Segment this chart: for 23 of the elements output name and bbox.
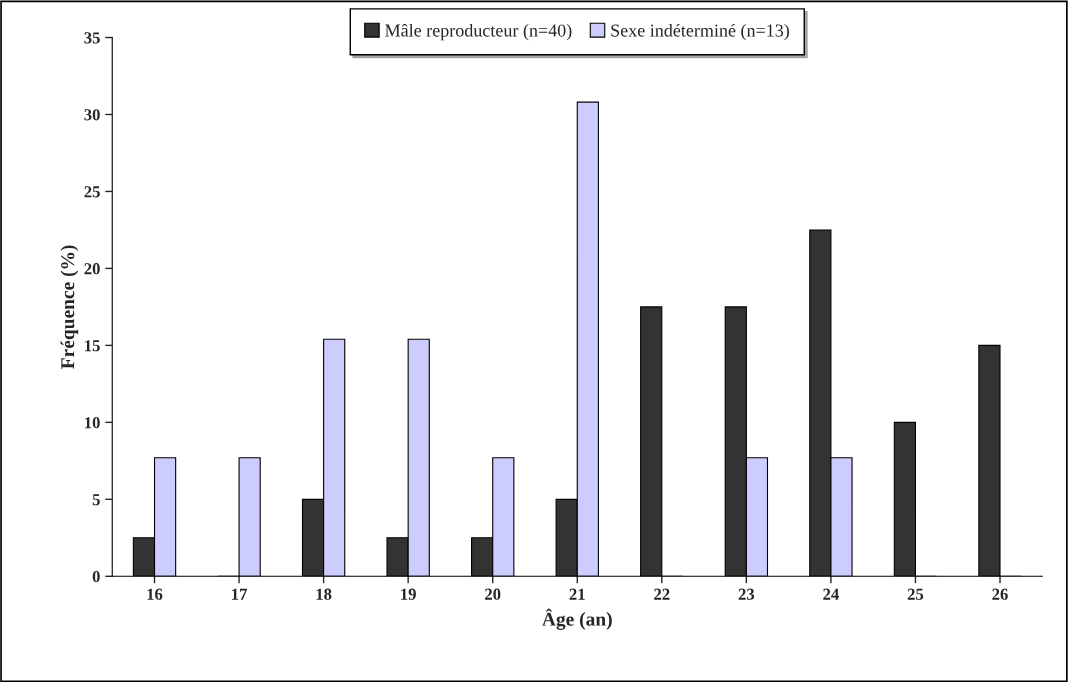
x-tick-label: 22 [654,588,670,600]
y-tick-label: 10 [85,417,100,429]
x-tick-label: 25 [907,588,924,600]
x-tick-label: 16 [147,588,163,600]
y-axis-title: Fréquence (%) [60,245,79,369]
x-tick-label: 21 [569,588,585,600]
y-tick-label: 35 [84,32,100,44]
x-tick-label: 19 [401,588,416,600]
y-tick-label: 5 [92,494,100,506]
x-tick-label: 23 [738,588,755,600]
x-tick-label: 17 [232,588,247,600]
legend-label: Sexe indéterminé (n=13) [611,23,790,41]
y-tick-label: 0 [92,570,100,583]
y-tick-label: 25 [84,186,100,198]
y-tick-label: 20 [84,263,100,275]
legend-label: Mâle reproducteur (n=40) [385,23,572,41]
y-tick-label: 15 [85,340,100,352]
x-tick-label: 18 [316,588,332,600]
x-axis-title: Âge (an) [542,608,612,630]
x-tick-label: 26 [992,588,1008,600]
x-tick-label: 24 [823,588,839,600]
x-tick-label: 20 [485,588,501,600]
y-tick-label: 30 [84,109,100,121]
